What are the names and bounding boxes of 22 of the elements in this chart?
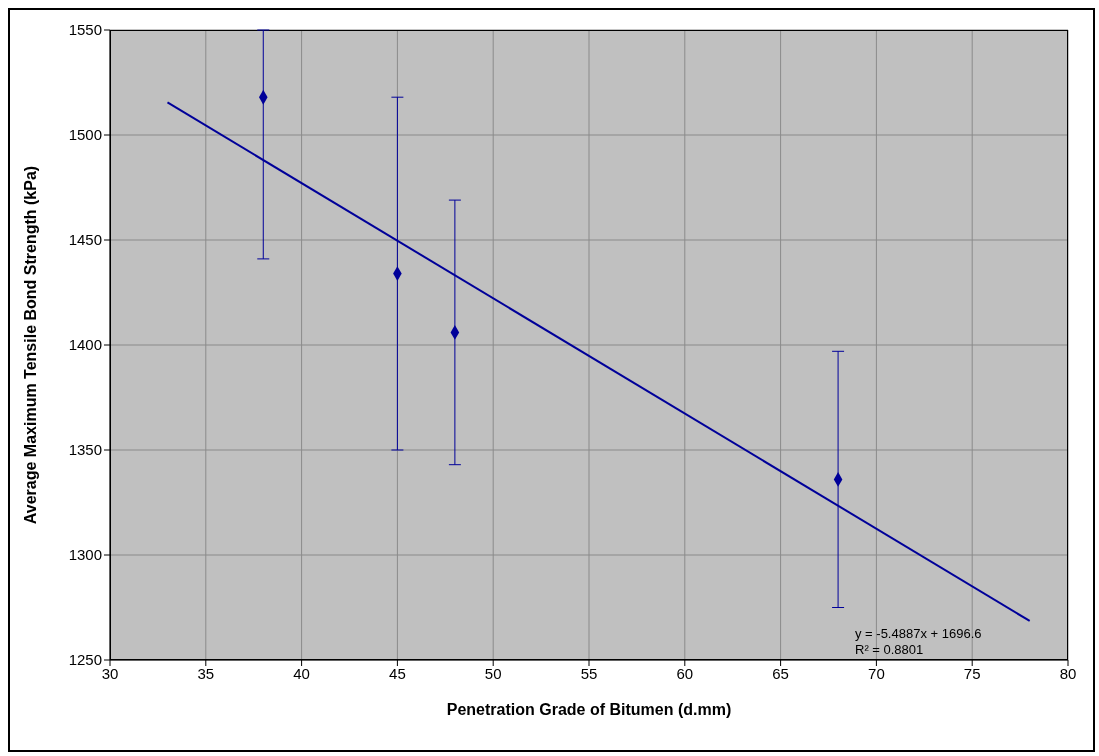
- x-tick-label: 70: [868, 664, 885, 682]
- x-tick-label: 40: [293, 664, 310, 682]
- annotation: R² = 0.8801: [855, 642, 925, 658]
- y-tick-label: 1550: [68, 21, 102, 39]
- x-axis-title: Penetration Grade of Bitumen (d.mm): [446, 701, 732, 718]
- x-tick-label: 75: [963, 664, 981, 682]
- x-tick-label: 45: [389, 664, 406, 682]
- x-tick-label: 65: [772, 664, 789, 682]
- y-tick-label: 1450: [68, 231, 102, 249]
- y-tick-label: 1500: [68, 126, 102, 144]
- x-tick-label: 35: [197, 664, 215, 682]
- y-tick-label: 1250: [68, 651, 102, 669]
- x-tick-label: 60: [676, 664, 694, 682]
- y-tick-label: 1300: [68, 546, 102, 564]
- y-tick-label: 1350: [68, 441, 102, 459]
- annotation: y = -5.4887x + 1696.6: [855, 626, 982, 642]
- x-tick-label: 50: [484, 664, 502, 682]
- y-tick-label: 1400: [68, 336, 102, 354]
- x-tick-label: 55: [580, 664, 598, 682]
- x-tick-label: 30: [101, 664, 119, 682]
- y-axis-title: Average Maximum Tensile Bond Strength (kPa): [21, 165, 39, 525]
- x-tick-label: 80: [1059, 664, 1077, 682]
